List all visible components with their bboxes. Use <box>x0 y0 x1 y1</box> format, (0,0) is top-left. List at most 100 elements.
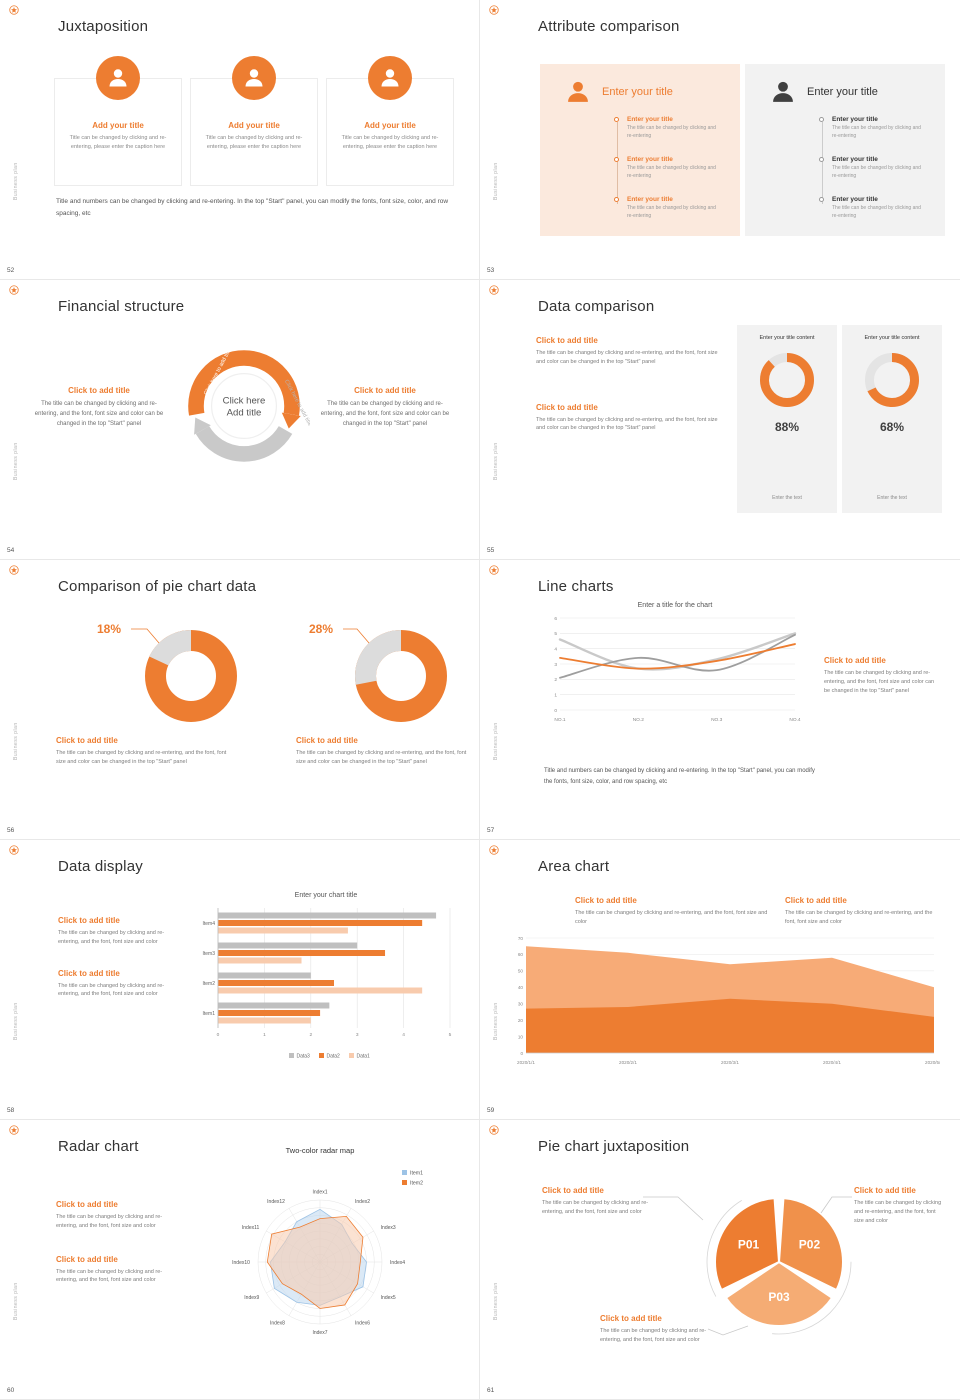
svg-text:P03: P03 <box>768 1290 790 1304</box>
svg-text:40: 40 <box>518 985 524 990</box>
svg-text:NO.3: NO.3 <box>711 717 723 723</box>
text-block: Click to add title The title can be chan… <box>542 1186 654 1217</box>
text-section: Click to add title The title can be chan… <box>56 1200 168 1231</box>
slide-55-data-comparison[interactable]: Business plan Data comparison Click to a… <box>480 280 960 560</box>
block-title: Click to add title <box>68 386 130 395</box>
comparison-panel-right: Enter your title Enter your title The ti… <box>745 64 945 236</box>
svg-text:Index4: Index4 <box>390 1260 405 1266</box>
svg-text:0: 0 <box>554 708 557 714</box>
donut-gauge-chart <box>760 353 814 407</box>
brand-vertical-text: Business plan <box>13 1002 19 1040</box>
item-title: Enter your title <box>627 196 673 203</box>
slide-61-pie-juxtaposition[interactable]: Business plan Pie chart juxtaposition Cl… <box>480 1120 960 1400</box>
svg-text:Index1: Index1 <box>312 1190 327 1196</box>
svg-text:2020/3/1: 2020/3/1 <box>721 1060 739 1065</box>
slide-58-data-display[interactable]: Business plan Data display Click to add … <box>0 840 480 1120</box>
text-block: Click to add title The title can be chan… <box>600 1314 712 1345</box>
slide-number: 56 <box>7 827 15 834</box>
text-sections: Click to add title The title can be chan… <box>56 1200 168 1309</box>
feature-cards: Add your title Title can be changed by c… <box>54 56 454 186</box>
timeline-item: Enter your title The title can be change… <box>614 116 732 156</box>
slide-heading: Pie chart juxtaposition <box>538 1138 690 1155</box>
item-title: Enter your title <box>832 196 878 203</box>
feature-card: Add your title Title can be changed by c… <box>54 56 182 186</box>
block-title: Click to add title <box>575 896 637 905</box>
block-text: The title can be changed by clicking and… <box>785 910 933 925</box>
svg-text:5: 5 <box>449 1032 452 1038</box>
brand-vertical-text: Business plan <box>493 1002 499 1040</box>
block-text: The title can be changed by clicking and… <box>824 670 935 694</box>
svg-text:5: 5 <box>554 631 557 637</box>
brand-logo-icon <box>9 285 19 295</box>
slide-number: 59 <box>487 1107 495 1114</box>
slide-57-line-charts[interactable]: Business plan Line charts Enter a title … <box>480 560 960 840</box>
item-text: The title can be changed by clicking and… <box>627 165 716 179</box>
slide-54-financial-structure[interactable]: Business plan Financial structure Click … <box>0 280 480 560</box>
slide-heading: Juxtaposition <box>58 18 149 35</box>
svg-text:1: 1 <box>554 692 557 698</box>
svg-text:Index7: Index7 <box>312 1330 327 1336</box>
item-text: The title can be changed by clicking and… <box>627 205 716 219</box>
slide-sidebar: Business plan <box>480 280 508 559</box>
text-block: Click to add title The title can be chan… <box>785 896 943 927</box>
card-caption: Title can be changed by clicking and re-… <box>205 135 303 150</box>
brand-vertical-text: Business plan <box>13 162 19 200</box>
gauge-card: Enter your title content 68% Enter the t… <box>842 325 942 513</box>
svg-text:Item2: Item2 <box>202 981 215 987</box>
slide-sidebar: Business plan <box>0 840 28 1119</box>
area-chart: 0 10 20 30 40 50 60 70 2020/1/1 2020/2/1 2020/3/1 2… <box>517 936 940 1065</box>
svg-text:30: 30 <box>518 1002 524 1007</box>
slide-59-area-chart[interactable]: Business plan Area chart Click to add ti… <box>480 840 960 1120</box>
section-text: The title can be changed by clicking and… <box>56 1214 163 1229</box>
donut-percent-label: 18% <box>97 622 122 636</box>
timeline-item: Enter your title The title can be change… <box>819 156 937 196</box>
text-section: Click to add title The title can be chan… <box>536 403 726 434</box>
slide-56-pie-comparison[interactable]: Business plan Comparison of pie chart da… <box>0 560 480 840</box>
card-title: Add your title <box>364 121 416 130</box>
item-title: Enter your title <box>627 116 673 123</box>
text-section: Click to add title The title can be chan… <box>536 336 726 367</box>
radar-chart: Index1 Index2 Index3 Index4 Index5 Index6 Inde… <box>232 1170 423 1336</box>
brand-vertical-text: Business plan <box>13 722 19 760</box>
slide-heading: Area chart <box>538 858 610 875</box>
feature-card: Add your title Title can be changed by c… <box>190 56 318 186</box>
donut-chart <box>355 630 447 722</box>
bullet-dot-icon <box>614 197 619 202</box>
section-text: The title can be changed by clicking and… <box>536 416 718 432</box>
timeline-items: Enter your title The title can be change… <box>614 116 732 236</box>
slide-60-radar-chart[interactable]: Business plan Radar chart Click to add t… <box>0 1120 480 1400</box>
slide-52-juxtaposition[interactable]: Business plan Juxtaposition Add your tit… <box>0 0 480 280</box>
slide-53-attribute-comparison[interactable]: Business plan Attribute comparison Enter… <box>480 0 960 280</box>
feature-card: Add your title Title can be changed by c… <box>326 56 454 186</box>
comparison-panels: Enter your title Enter your title The ti… <box>540 64 945 236</box>
bullet-dot-icon <box>819 197 824 202</box>
chart-title: Enter your chart title <box>294 892 358 899</box>
svg-text:2020/5/1: 2020/5/1 <box>925 1060 940 1065</box>
svg-text:Index3: Index3 <box>381 1225 396 1231</box>
cycle-center-line1: Click here <box>223 396 266 407</box>
text-block-left: Click to add title The title can be chan… <box>30 386 168 430</box>
svg-text:6: 6 <box>554 616 557 622</box>
block-text: The title can be changed by clicking and… <box>296 750 467 765</box>
text-section: Click to add title The title can be chan… <box>58 969 178 1000</box>
svg-text:10: 10 <box>518 1034 524 1039</box>
bar-chart: 0 1 2 3 4 5 Item1 Item2 Item3 Item4 Data3 Data2 Data… <box>202 908 452 1060</box>
svg-text:Item3: Item3 <box>202 951 215 957</box>
svg-text:4: 4 <box>554 646 557 652</box>
slide-sidebar: Business plan <box>0 560 28 839</box>
card-title: Add your title <box>228 121 280 130</box>
svg-text:0: 0 <box>217 1032 220 1038</box>
line-chart: 0 1 2 3 4 5 6 NO.1 NO.2 NO.3 NO.4 <box>554 616 801 723</box>
comparison-panel-left: Enter your title Enter your title The ti… <box>540 64 740 236</box>
section-title: Click to add title <box>536 336 598 345</box>
slide-number: 60 <box>7 1387 15 1394</box>
brand-logo-icon <box>489 565 499 575</box>
item-title: Enter your title <box>832 156 878 163</box>
panel-title: Enter your title <box>602 86 673 98</box>
gauge-card: Enter your title content 88% Enter the t… <box>737 325 837 513</box>
text-section: Click to add title The title can be chan… <box>58 916 178 947</box>
slide-sidebar: Business plan <box>0 0 28 279</box>
donut-chart <box>145 630 237 722</box>
svg-text:2020/1/1: 2020/1/1 <box>517 1060 535 1065</box>
slide-number: 54 <box>7 547 15 554</box>
